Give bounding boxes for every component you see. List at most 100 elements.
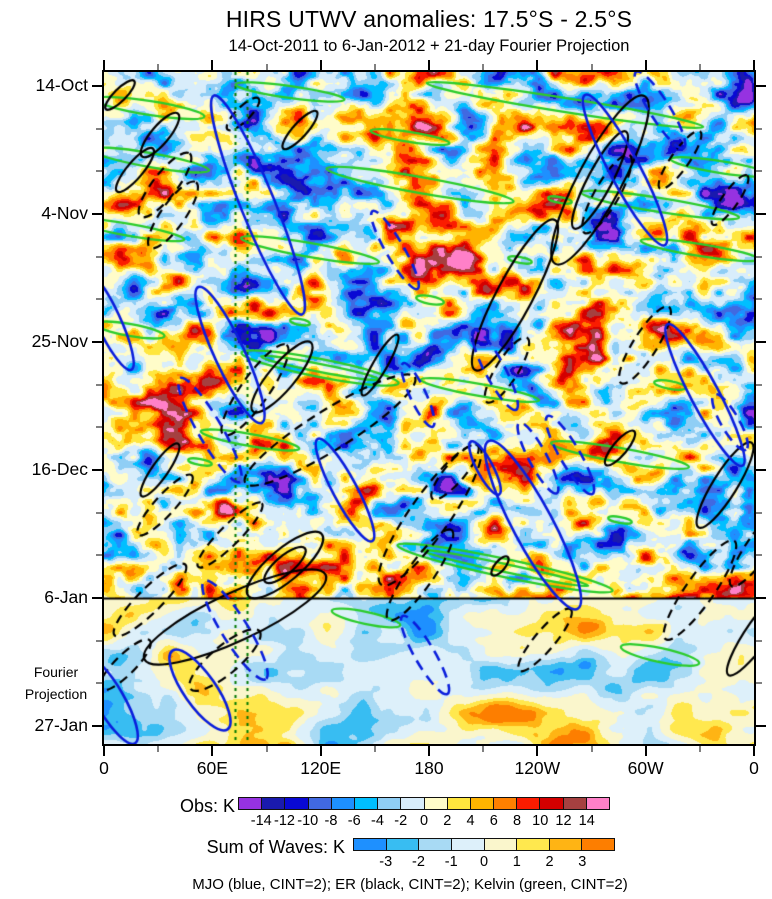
y-tick-label: 25-Nov xyxy=(31,331,88,351)
y-tick-label: 4-Nov xyxy=(41,203,88,223)
major-tick-mark xyxy=(753,746,755,756)
hovmoller-canvas xyxy=(104,72,754,744)
minor-tick-mark xyxy=(590,746,593,752)
x-tick-label: 180 xyxy=(414,758,444,778)
colorbar-tick-label: -1 xyxy=(444,854,458,870)
major-tick-mark xyxy=(536,746,539,756)
major-tick-mark xyxy=(92,469,102,471)
major-tick-mark xyxy=(753,60,755,70)
minor-tick-mark xyxy=(96,255,102,258)
obs-colorbar xyxy=(238,797,610,810)
minor-tick-mark xyxy=(756,298,762,301)
y-tick-label: 6-Jan xyxy=(44,587,88,607)
chart-subtitle: 14-Oct-2011 to 6-Jan-2012 + 21-day Fouri… xyxy=(228,37,630,55)
minor-tick-mark xyxy=(96,127,102,130)
x-tick-label: 0 xyxy=(749,758,759,778)
contour-legend-note: MJO (blue, CINT=2); ER (black, CINT=2); … xyxy=(192,876,628,893)
colorbar-segment xyxy=(483,839,517,850)
minor-tick-mark xyxy=(756,511,762,514)
colorbar-segment xyxy=(307,798,331,809)
projection-annotation-line1: Fourier xyxy=(33,664,79,680)
major-tick-mark xyxy=(319,746,322,756)
minor-tick-mark xyxy=(96,383,102,386)
minor-tick-mark xyxy=(482,64,485,70)
minor-tick-mark xyxy=(157,64,160,70)
colorbar-segment xyxy=(377,798,401,809)
major-tick-mark xyxy=(103,746,105,756)
colorbar-tick-label: -10 xyxy=(297,813,319,829)
minor-tick-mark xyxy=(590,64,593,70)
minor-tick-mark xyxy=(96,511,102,514)
minor-tick-mark xyxy=(373,746,376,752)
colorbar-segment xyxy=(539,798,563,809)
colorbar-segment xyxy=(418,839,451,850)
minor-tick-mark xyxy=(756,554,762,557)
minor-tick-mark xyxy=(698,64,701,70)
colorbar-tick-label: -12 xyxy=(274,813,295,829)
projection-annotation-line2: Projection xyxy=(24,686,88,702)
colorbar-tick-label: -6 xyxy=(347,813,361,829)
y-tick-label: 16-Dec xyxy=(31,459,88,479)
minor-tick-mark xyxy=(96,639,102,642)
colorbar-segment xyxy=(353,798,378,809)
colorbar-segment xyxy=(423,798,447,809)
x-tick-label: 0 xyxy=(99,758,109,778)
y-tick-label: 14-Oct xyxy=(35,75,88,95)
minor-tick-mark xyxy=(96,426,102,429)
colorbar-tick-label: 1 xyxy=(512,854,521,870)
x-tick-label: 120E xyxy=(300,758,342,778)
colorbar-tick-label: 0 xyxy=(479,854,489,870)
minor-tick-mark xyxy=(157,746,160,752)
major-tick-mark xyxy=(428,746,430,756)
colorbar-tick-label: 2 xyxy=(545,854,554,870)
major-tick-mark xyxy=(92,597,102,599)
x-tick-label: 120W xyxy=(514,758,561,778)
major-tick-mark xyxy=(756,341,766,343)
major-tick-mark xyxy=(92,213,102,215)
colorbar-tick-label: 10 xyxy=(532,813,549,829)
chart-title: HIRS UTWV anomalies: 17.5°S - 2.5°S xyxy=(225,6,633,32)
colorbar-tick-label: 8 xyxy=(512,813,522,829)
major-tick-mark xyxy=(644,60,647,70)
waves-colorbar xyxy=(353,838,615,851)
major-tick-mark xyxy=(211,60,214,70)
major-tick-mark xyxy=(92,725,102,727)
major-tick-mark xyxy=(756,725,766,727)
minor-tick-mark xyxy=(96,170,102,173)
colorbar-segment xyxy=(469,798,494,809)
minor-tick-mark xyxy=(756,170,762,173)
colorbar-tick-label: 3 xyxy=(578,854,587,870)
major-tick-mark xyxy=(211,746,214,756)
minor-tick-mark xyxy=(265,746,268,752)
colorbar-tick-label: 6 xyxy=(489,813,498,829)
colorbar-segment xyxy=(562,798,586,809)
minor-tick-mark xyxy=(698,746,701,752)
plot-area xyxy=(102,70,756,746)
minor-tick-mark xyxy=(756,255,762,258)
colorbar-tick-label: -2 xyxy=(394,813,408,829)
colorbar-tick-label: -8 xyxy=(324,813,338,829)
colorbar-segment xyxy=(385,839,419,850)
major-tick-mark xyxy=(428,60,430,70)
colorbar-tick-label: -4 xyxy=(371,813,384,829)
x-tick-label: 60E xyxy=(196,758,228,778)
colorbar-tick-label: -14 xyxy=(250,813,272,829)
colorbar-tick-label: -3 xyxy=(379,854,393,870)
waves-colorbar-label: Sum of Waves: K xyxy=(206,837,345,857)
major-tick-mark xyxy=(92,341,102,343)
colorbar-segment xyxy=(450,839,484,850)
major-tick-mark xyxy=(756,469,766,471)
colorbar-tick-label: 4 xyxy=(466,813,475,829)
colorbar-tick-label: 12 xyxy=(555,813,572,829)
minor-tick-mark xyxy=(756,383,762,386)
minor-tick-mark xyxy=(756,639,762,642)
colorbar-segment xyxy=(400,798,424,809)
minor-tick-mark xyxy=(373,64,376,70)
major-tick-mark xyxy=(319,60,322,70)
minor-tick-mark xyxy=(96,682,102,685)
x-tick-label: 60W xyxy=(627,758,664,778)
colorbar-segment xyxy=(446,798,470,809)
colorbar-segment xyxy=(354,839,386,850)
minor-tick-mark xyxy=(96,554,102,557)
